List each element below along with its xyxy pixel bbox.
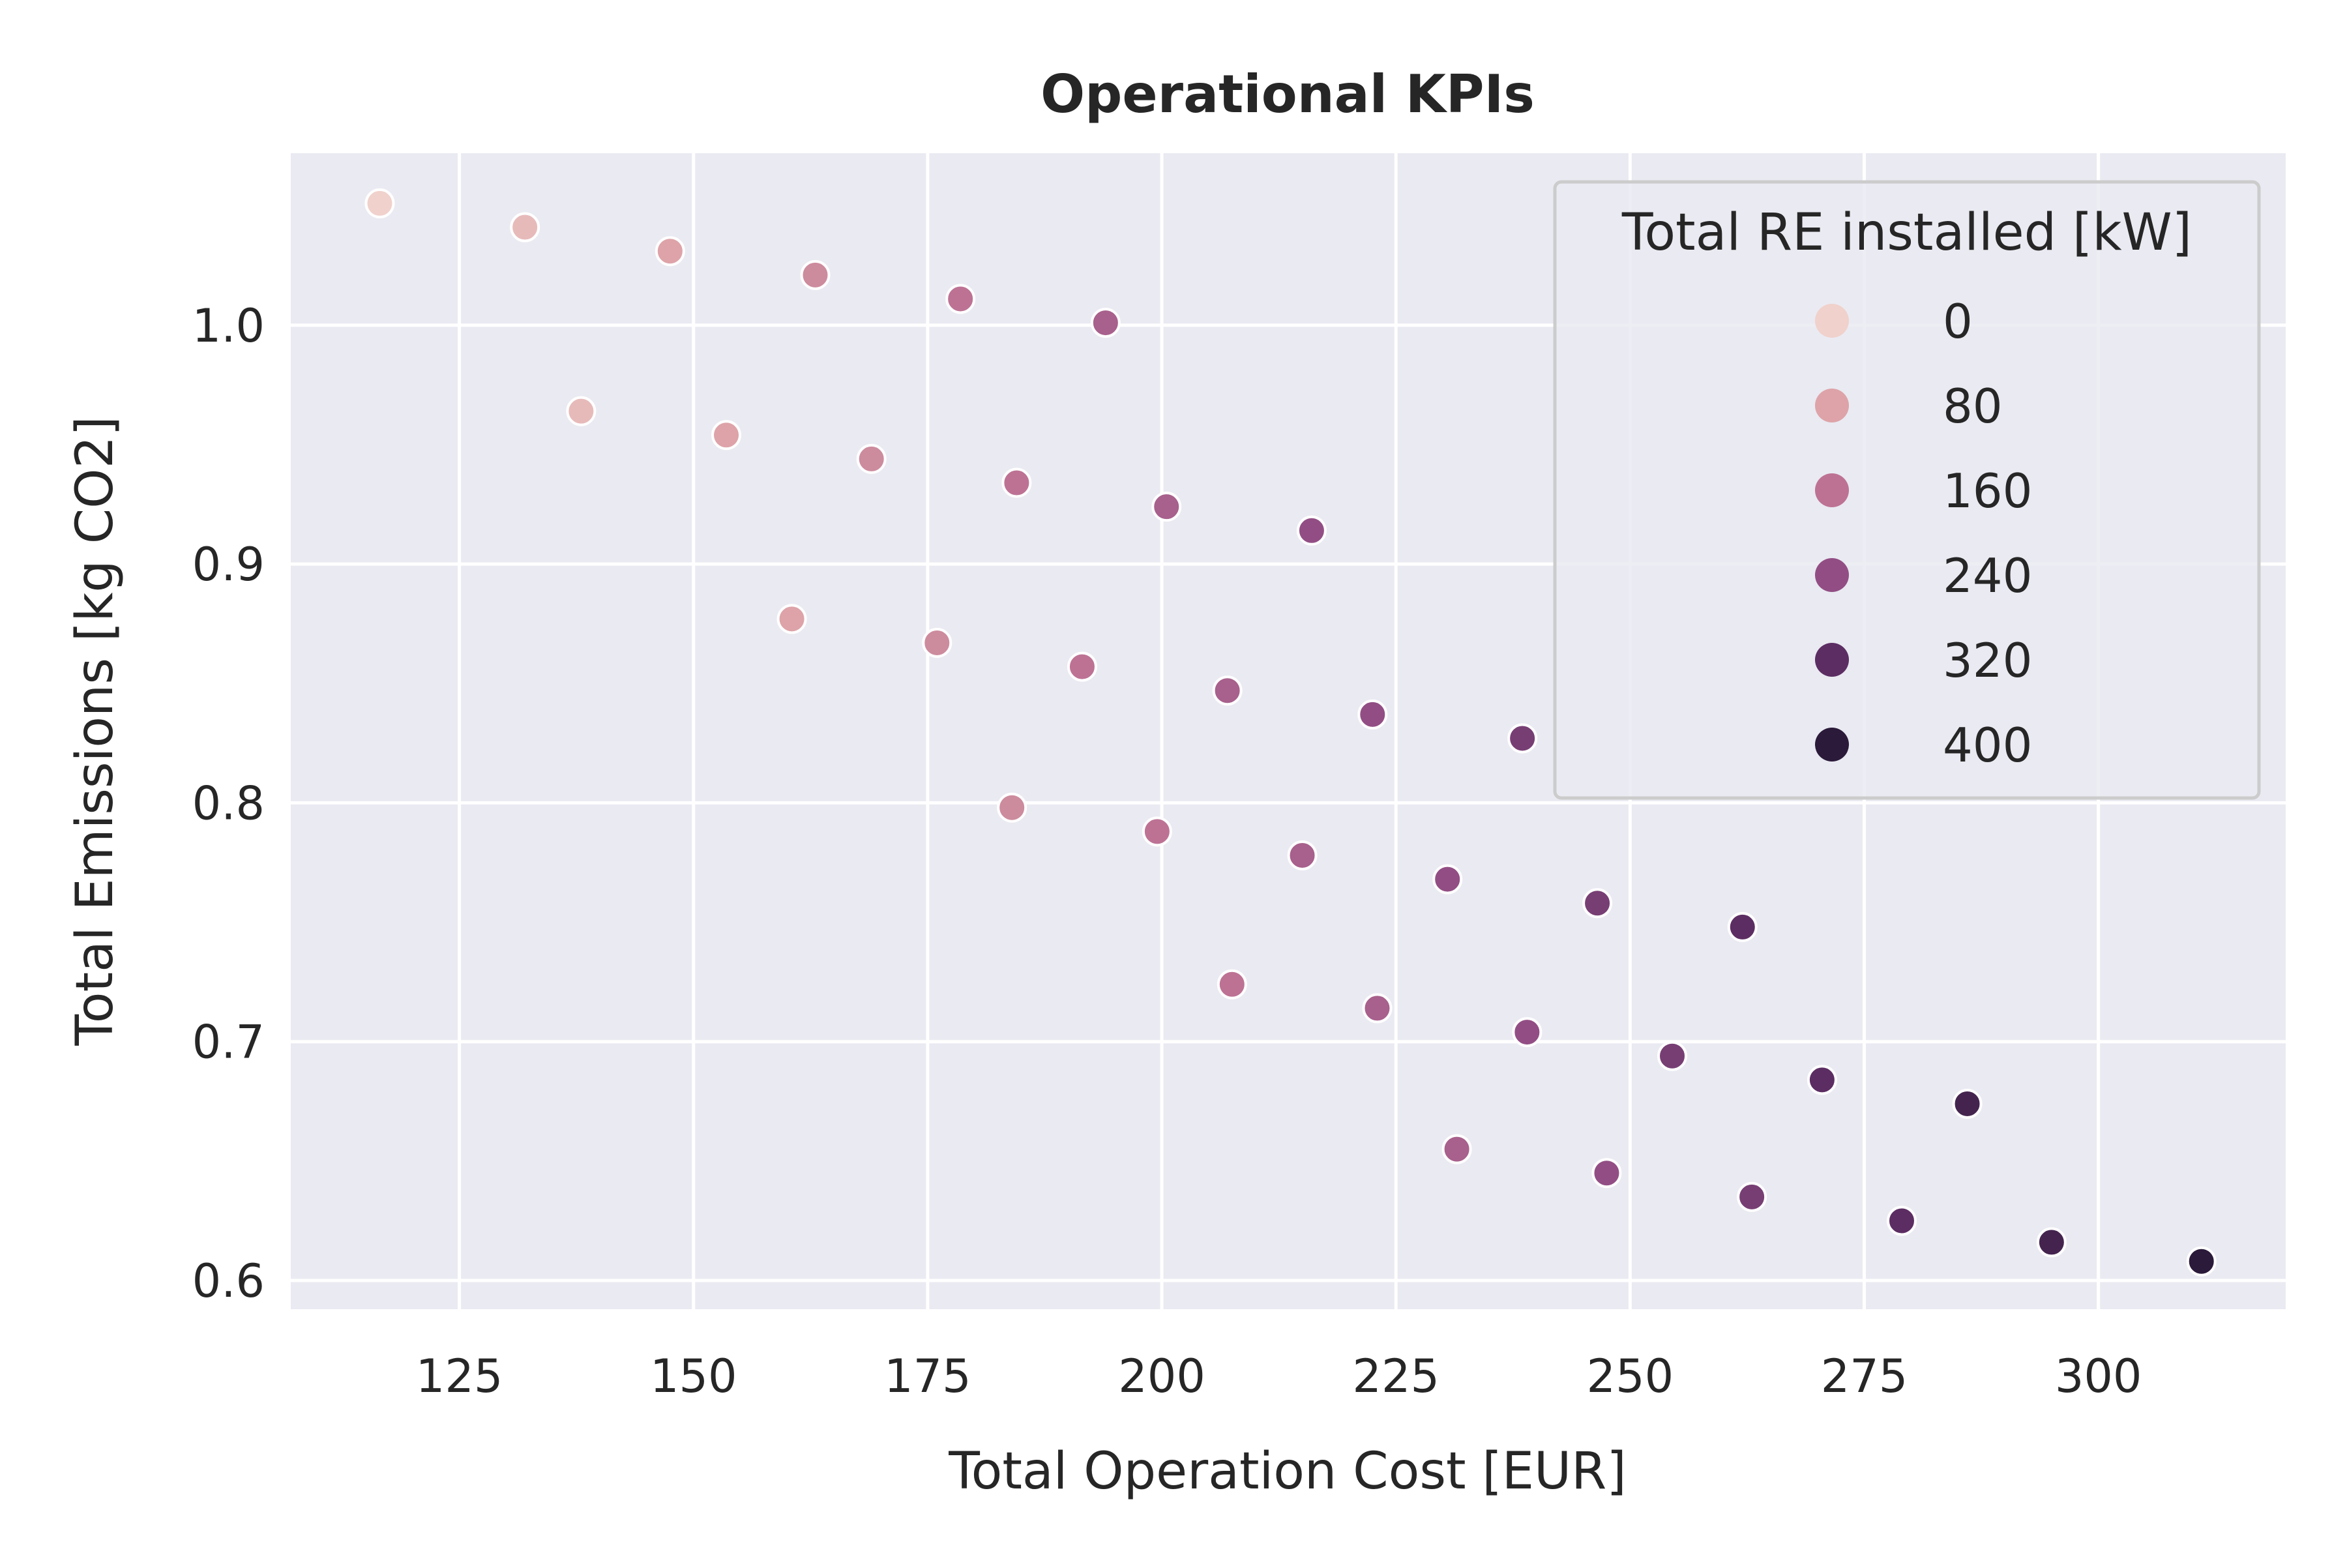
legend-label: 80 <box>1943 379 2003 434</box>
data-point <box>655 236 685 267</box>
y-tick-label: 0.8 <box>192 777 265 830</box>
legend-box <box>1553 180 2261 800</box>
data-point <box>1151 492 1182 522</box>
data-point <box>800 259 831 290</box>
data-point <box>1296 515 1327 546</box>
data-point <box>1507 723 1538 754</box>
data-point <box>1212 675 1243 706</box>
data-point <box>1591 1158 1622 1189</box>
data-point <box>1886 1206 1917 1236</box>
x-tick-label: 300 <box>2055 1350 2142 1403</box>
data-points <box>364 188 2217 1277</box>
data-point <box>1727 911 1758 942</box>
data-point <box>1217 969 1247 999</box>
data-point <box>1582 888 1613 919</box>
legend-label: 320 <box>1943 633 2032 688</box>
legend-marker <box>1815 643 1849 677</box>
data-point <box>364 188 395 218</box>
data-point <box>1090 308 1121 338</box>
legend-marker <box>1815 389 1849 422</box>
y-tick-label: 0.7 <box>192 1016 265 1069</box>
data-point <box>1657 1041 1688 1071</box>
legend: Total RE installed [kW] 0 80 160 240 320 400 <box>1553 180 2261 800</box>
x-tick-label: 175 <box>884 1350 971 1403</box>
x-tick-label: 275 <box>1821 1350 1908 1403</box>
x-tick-label: 250 <box>1587 1350 1674 1403</box>
data-point <box>1287 840 1318 870</box>
data-point <box>945 284 976 314</box>
y-axis-label: Total Emissions [kg CO2] <box>66 416 125 1046</box>
tick-labels: 125 150 175 200 225 250 275 300 0.6 0.7 0.8 0.9 1.0 <box>192 299 2142 1403</box>
data-point <box>1142 816 1172 847</box>
data-point <box>856 443 887 474</box>
data-point <box>1067 651 1097 682</box>
y-tick-label: 1.0 <box>192 299 265 353</box>
x-tick-label: 125 <box>416 1350 503 1403</box>
data-point <box>776 604 807 634</box>
legend-marker <box>1815 558 1849 592</box>
x-axis-label: Total Operation Cost [EUR] <box>948 1442 1627 1501</box>
data-point <box>510 212 540 243</box>
data-point <box>2186 1246 2217 1277</box>
data-point <box>1807 1065 1837 1095</box>
data-point <box>1001 467 1032 498</box>
x-tick-label: 150 <box>650 1350 737 1403</box>
chart-title: Operational KPIs <box>1041 64 1535 125</box>
data-point <box>1432 864 1463 895</box>
data-point <box>922 627 952 658</box>
data-point <box>1952 1088 1983 1119</box>
data-point <box>1357 699 1388 730</box>
legend-label: 160 <box>1943 464 2032 518</box>
legend-entries: 0 80 160 240 320 400 <box>1815 294 2032 773</box>
legend-marker <box>1815 728 1849 762</box>
data-point <box>566 396 597 426</box>
legend-label: 0 <box>1943 294 1973 349</box>
legend-marker <box>1815 473 1849 507</box>
x-tick-label: 225 <box>1352 1350 1439 1403</box>
x-tick-label: 200 <box>1118 1350 1205 1403</box>
y-tick-label: 0.6 <box>192 1254 265 1308</box>
legend-label: 400 <box>1943 718 2032 773</box>
data-point <box>1737 1181 1767 1212</box>
data-point <box>711 420 742 451</box>
data-point <box>1362 993 1393 1024</box>
data-point <box>1512 1017 1543 1048</box>
data-point <box>2036 1227 2067 1258</box>
legend-title: Total RE installed [kW] <box>1621 203 2192 262</box>
legend-label: 240 <box>1943 548 2032 603</box>
legend-marker <box>1815 304 1849 338</box>
data-point <box>1441 1134 1472 1164</box>
y-tick-label: 0.9 <box>192 538 265 591</box>
data-point <box>997 792 1027 823</box>
